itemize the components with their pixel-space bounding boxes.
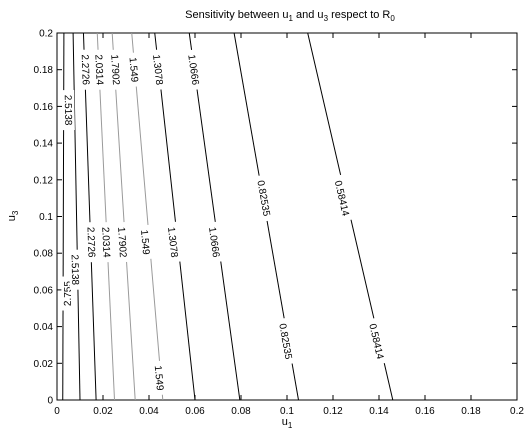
- y-axis-label: u3: [6, 210, 20, 221]
- x-tick-label: 0.18: [461, 406, 481, 417]
- y-tick-label: 0.04: [34, 322, 54, 333]
- y-tick-label: 0.14: [34, 139, 54, 150]
- y-tick-label: 0: [47, 396, 53, 407]
- x-tick-label: 0.12: [323, 406, 343, 417]
- contour-label-text: 1.549: [152, 365, 165, 391]
- x-tick-label: 0.1: [280, 406, 294, 417]
- x-tick-label: 0.16: [415, 406, 435, 417]
- x-tick-label: 0: [54, 406, 60, 417]
- contour-label-text: 2.2726: [79, 54, 91, 85]
- contour-label: 1.7902: [108, 49, 123, 91]
- contour-line: [188, 32, 241, 401]
- contour-label-bg: [99, 221, 114, 263]
- contour-label-text: 2.2726: [84, 227, 96, 258]
- contour-label-text: 1.549: [138, 229, 151, 255]
- contour-label-text: 1.7902: [115, 227, 128, 259]
- contour-label-bg: [138, 224, 153, 260]
- contour-label: 1.549: [151, 360, 167, 396]
- contour-label-bg: [275, 317, 296, 365]
- x-tick-label: 0.08: [231, 406, 251, 417]
- y-tick-label: 0.06: [34, 285, 54, 296]
- contour-line: [72, 32, 81, 401]
- contour-label-text: 2.5138: [69, 254, 81, 285]
- x-tick-label: 0.14: [369, 406, 389, 417]
- contour-label: 1.3078: [150, 49, 167, 91]
- contour-label-bg: [126, 52, 142, 88]
- y-tick-label: 0.2: [39, 29, 53, 40]
- contour-label: 2.5138: [69, 249, 82, 290]
- contour-label-bg: [151, 360, 167, 396]
- contour-label-bg: [79, 49, 93, 90]
- y-tick-label: 0.08: [34, 249, 54, 260]
- contour-label-bg: [84, 221, 99, 263]
- contour-label-text: 2.5138: [62, 95, 74, 126]
- y-tick-label: 0.02: [34, 359, 54, 370]
- contour-label-text: 2.0314: [92, 54, 104, 86]
- contour-label: 1.3078: [165, 221, 182, 263]
- contour-label-bg: [150, 49, 167, 91]
- chart-title: Sensitivity between u1 and u3 respect to…: [185, 9, 395, 23]
- y-tick-label: 0.18: [34, 65, 54, 76]
- contour-label: 2.0314: [99, 221, 114, 263]
- contour-line: [131, 32, 164, 401]
- contour-line: [82, 32, 97, 401]
- x-tick-label: 0.06: [185, 406, 205, 417]
- contour-line: [96, 32, 115, 401]
- contour-label-text: 2.0314: [99, 227, 111, 259]
- contour-label-bg: [62, 89, 75, 131]
- contour-line: [154, 32, 196, 401]
- contour-label-bg: [331, 174, 354, 222]
- contour-label: 2.2726: [84, 221, 99, 263]
- contour-label: 1.7902: [115, 221, 130, 263]
- contour-label-text: 2.755: [63, 281, 74, 306]
- contour-line: [111, 32, 136, 401]
- contour-label-bg: [254, 174, 274, 222]
- contour-label-bg: [165, 221, 182, 263]
- contour-label-text: 1.3078: [165, 226, 179, 258]
- x-axis-ticks: 0 0.02 0.04 0.06 0.08 0.1 0.12 0.14 0.16 0.18 0.2: [54, 33, 524, 417]
- contour-labels: 2.7552.51382.51382.27262.27262.03142.031…: [61, 49, 388, 396]
- contour-label-text: 1.549: [127, 57, 140, 83]
- contour-label: 1.549: [126, 52, 142, 88]
- y-tick-label: 0.16: [34, 102, 54, 113]
- contour-label-bg: [365, 317, 388, 366]
- contour-label-bg: [92, 49, 107, 90]
- contour-label: 1.0666: [185, 49, 203, 91]
- contour-label-bg: [108, 49, 123, 91]
- contour-label-text: 1.0666: [185, 54, 200, 86]
- contour-label: 2.0314: [92, 49, 107, 90]
- contour-label-text: 1.3078: [150, 54, 164, 86]
- contour-label: 1.549: [138, 224, 153, 260]
- y-tick-label: 0.12: [34, 175, 54, 186]
- contour-label-text: 1.7902: [108, 54, 121, 86]
- contour-label: 1.0666: [205, 221, 224, 263]
- x-tick-label: 0.04: [139, 406, 159, 417]
- contour-label-text: 1.0666: [206, 226, 221, 258]
- contour-label-bg: [205, 221, 224, 263]
- contour-label-bg: [69, 249, 82, 290]
- contour-label: 2.5138: [62, 89, 75, 131]
- contour-label: 2.2726: [79, 49, 93, 90]
- x-tick-label: 0.2: [510, 406, 524, 417]
- x-axis-label: u1: [282, 416, 293, 430]
- contour-label-bg: [115, 221, 130, 263]
- y-tick-label: 0.1: [39, 212, 53, 223]
- x-tick-label: 0.02: [93, 406, 113, 417]
- contour-label-bg: [185, 49, 203, 91]
- y-axis-ticks: 0 0.02 0.04 0.06 0.08 0.1 0.12 0.14 0.16 0.18 0.2: [34, 29, 517, 407]
